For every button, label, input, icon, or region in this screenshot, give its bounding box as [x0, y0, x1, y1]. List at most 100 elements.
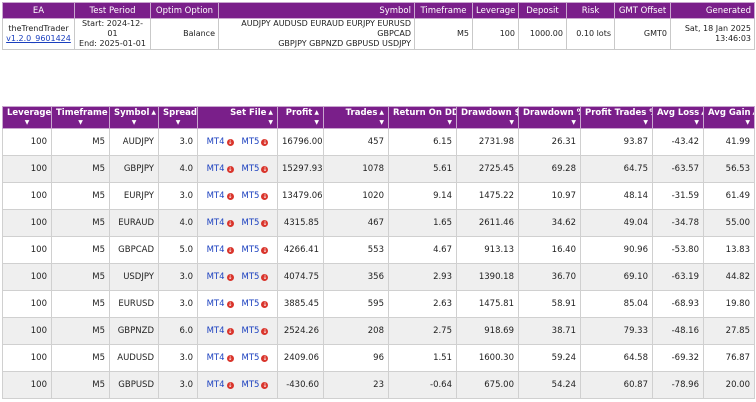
drawdown-usd-cell: 918.69 [456, 317, 519, 345]
drawdown-pct-cell: 10.97 [518, 182, 581, 210]
trades-cell: 467 [323, 209, 389, 237]
return-on-dd-cell: 1.65 [388, 209, 457, 237]
drawdown-pct-cell: 38.71 [518, 317, 581, 345]
return-on-dd-cell: 4.67 [388, 236, 457, 264]
return-on-dd-cell: 2.75 [388, 317, 457, 345]
download-icon: ↓ [226, 328, 234, 335]
avg-loss-cell: -43.42 [652, 128, 704, 156]
mt5-download-link[interactable]: MT5 ↓ [242, 299, 269, 309]
col-drawdown-pct-header[interactable]: Drawdown %▲▼ [518, 106, 581, 129]
set-file-cell: MT4 ↓ MT5 ↓ [197, 317, 278, 345]
mt5-label: MT5 [241, 272, 260, 282]
mt4-download-link[interactable]: MT4 ↓ [207, 272, 234, 282]
spread-cell: 3.0 [158, 263, 198, 291]
col-label: Leverage [7, 107, 52, 118]
mt5-label: MT5 [241, 137, 260, 147]
mt4-download-link[interactable]: MT4 ↓ [207, 218, 234, 228]
leverage-cell: 100 [2, 209, 52, 237]
col-leverage-header[interactable]: Leverage▲▼ [2, 106, 52, 129]
col-drawdown-usd-header[interactable]: Drawdown $▲▼ [456, 106, 519, 129]
drawdown-pct-cell: 26.31 [518, 128, 581, 156]
mt4-download-link[interactable]: MT4 ↓ [207, 380, 234, 390]
mt4-download-link[interactable]: MT4 ↓ [207, 245, 234, 255]
spread-cell: 3.0 [158, 371, 198, 399]
profit-trades-cell: 93.87 [580, 128, 653, 156]
symbols-line-2: GBPJPY GBPNZD GBPUSD USDJPY [278, 39, 411, 48]
avg-loss-cell: -53.80 [652, 236, 704, 264]
table-row: 100 M5 GBPNZD 6.0 MT4 ↓ MT5 ↓ 2524.26 208 2.75 918.… [2, 317, 755, 345]
return-on-dd-cell: 6.15 [388, 128, 457, 156]
mt4-download-link[interactable]: MT4 ↓ [207, 164, 234, 174]
header-symbol: Symbol [218, 2, 415, 19]
profit-cell: 2524.26 [277, 317, 324, 345]
mt4-download-link[interactable]: MT4 ↓ [207, 137, 234, 147]
mt5-download-link[interactable]: MT5 ↓ [242, 326, 269, 336]
sort-icon: ▲▼ [379, 108, 384, 126]
mt4-download-link[interactable]: MT4 ↓ [207, 353, 234, 363]
ea-cell: theTrendTrader v1.2.0_9601424 [2, 18, 75, 50]
ea-version-link[interactable]: v1.2.0_9601424 [6, 34, 71, 43]
table-row: 100 M5 GBPUSD 3.0 MT4 ↓ MT5 ↓ -430.60 23 -0.64 675.… [2, 371, 755, 399]
drawdown-pct-cell: 36.70 [518, 263, 581, 291]
drawdown-usd-cell: 1475.22 [456, 182, 519, 210]
mt5-label: MT5 [241, 245, 260, 255]
spread-cell: 3.0 [158, 290, 198, 318]
trades-cell: 553 [323, 236, 389, 264]
col-label: Set File [230, 107, 267, 118]
header-optim-option: Optim Option [150, 2, 219, 19]
mt5-download-link[interactable]: MT5 ↓ [242, 164, 269, 174]
download-icon: ↓ [261, 166, 269, 173]
symbol-cell: EURJPY [109, 182, 159, 210]
col-profit-header[interactable]: Profit ▲ ▼ [277, 106, 324, 129]
mt5-download-link[interactable]: MT5 ↓ [242, 353, 269, 363]
table-row: 100 M5 EURJPY 3.0 MT4 ↓ MT5 ↓ 13479.06 1020 9.14 14… [2, 182, 755, 210]
download-icon: ↓ [261, 355, 269, 362]
mt5-download-link[interactable]: MT5 ↓ [242, 272, 269, 282]
profit-trades-cell: 64.58 [580, 344, 653, 372]
col-symbol-header[interactable]: Symbol ▲ ▼ [109, 106, 159, 129]
trades-cell: 457 [323, 128, 389, 156]
spread-cell: 4.0 [158, 155, 198, 183]
col-profit-trades-header[interactable]: Profit Trades %▲▼ [580, 106, 653, 129]
trades-cell: 356 [323, 263, 389, 291]
return-on-dd-cell: 1.51 [388, 344, 457, 372]
col-set-file-header[interactable]: Set File ▲ ▼ [197, 106, 278, 129]
download-icon: ↓ [226, 220, 234, 227]
col-trades-header[interactable]: Trades ▲ ▼ [323, 106, 389, 129]
summary-header-row: EA Test Period Optim Option Symbol Timef… [2, 2, 755, 19]
col-avg-gain-header[interactable]: Avg Gain▲▼ [703, 106, 755, 129]
col-spread-header[interactable]: Spread▲▼ [158, 106, 198, 129]
mt5-label: MT5 [241, 380, 260, 390]
spread-cell: 3.0 [158, 182, 198, 210]
mt4-label: MT4 [206, 380, 225, 390]
col-label: Timeframe [56, 107, 108, 118]
col-label: Trades [345, 107, 378, 118]
avg-gain-cell: 41.99 [703, 128, 755, 156]
download-icon: ↓ [226, 355, 234, 362]
ea-name: theTrendTrader [8, 24, 69, 33]
risk-value: 0.10 lots [566, 18, 615, 50]
download-icon: ↓ [226, 274, 234, 281]
drawdown-usd-cell: 1390.18 [456, 263, 519, 291]
mt5-download-link[interactable]: MT5 ↓ [242, 245, 269, 255]
leverage-cell: 100 [2, 263, 52, 291]
timeframe-cell: M5 [51, 371, 110, 399]
drawdown-usd-cell: 1475.81 [456, 290, 519, 318]
mt5-download-link[interactable]: MT5 ↓ [242, 137, 269, 147]
profit-trades-cell: 64.75 [580, 155, 653, 183]
leverage-cell: 100 [2, 236, 52, 264]
col-return-on-dd-header[interactable]: Return On DD▲▼ [388, 106, 457, 129]
mt5-download-link[interactable]: MT5 ↓ [242, 218, 269, 228]
mt4-download-link[interactable]: MT4 ↓ [207, 326, 234, 336]
col-timeframe-header[interactable]: Timeframe▲▼ [51, 106, 110, 129]
col-avg-loss-header[interactable]: Avg Loss▲▼ [652, 106, 704, 129]
symbols-cell: AUDJPY AUDUSD EURAUD EURJPY EURUSD GBPCA… [218, 18, 415, 50]
profit-trades-cell: 48.14 [580, 182, 653, 210]
mt5-download-link[interactable]: MT5 ↓ [242, 191, 269, 201]
mt5-download-link[interactable]: MT5 ↓ [242, 380, 269, 390]
header-timeframe: Timeframe [414, 2, 473, 19]
profit-cell: 15297.93 [277, 155, 324, 183]
mt4-download-link[interactable]: MT4 ↓ [207, 299, 234, 309]
set-file-cell: MT4 ↓ MT5 ↓ [197, 263, 278, 291]
mt4-download-link[interactable]: MT4 ↓ [207, 191, 234, 201]
